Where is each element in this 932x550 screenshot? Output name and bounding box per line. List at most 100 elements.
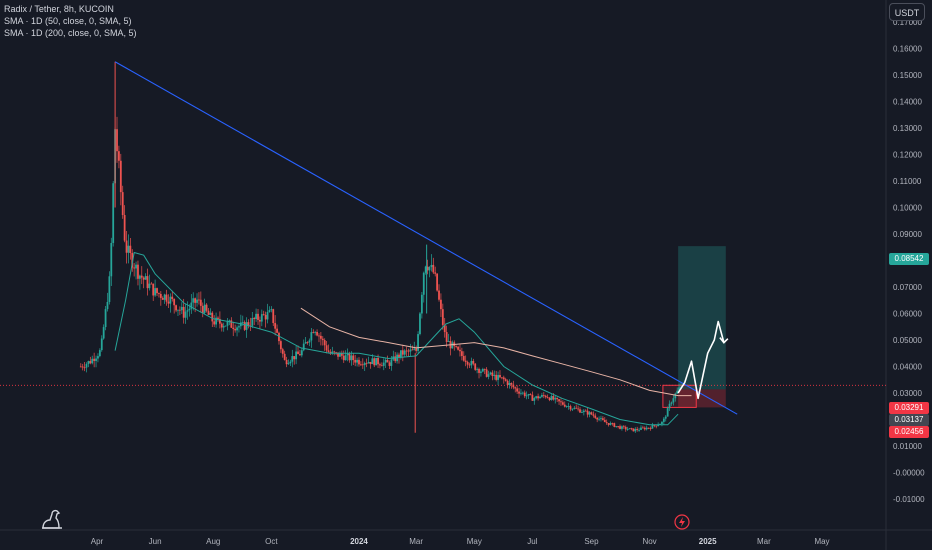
candle-body (129, 245, 132, 253)
candle-body (401, 350, 404, 355)
x-tick-label: 2025 (699, 537, 717, 546)
candle-body (478, 368, 480, 373)
candle-body (270, 309, 273, 311)
candle-body (137, 264, 139, 279)
candle-body (571, 408, 574, 410)
candle-body (154, 288, 157, 296)
candle-body (344, 355, 347, 361)
entry-high-price-tag: 0.03291 (889, 402, 929, 414)
currency-button[interactable]: USDT (889, 3, 925, 21)
candle-body (161, 297, 164, 300)
candle-body (116, 129, 118, 152)
candle-body (643, 427, 646, 430)
candle-body (184, 311, 187, 318)
candle-body (619, 426, 621, 429)
candle-body (234, 329, 237, 331)
candle-body (308, 340, 311, 343)
candle-body (245, 322, 248, 330)
candle-body (152, 283, 155, 296)
candle-body (135, 264, 137, 269)
x-tick-label: May (467, 537, 482, 546)
candle-body (613, 423, 616, 427)
candle-body (485, 369, 488, 377)
candle-body (140, 275, 143, 278)
candle-body (514, 387, 517, 389)
candle-body (617, 426, 620, 427)
candle-body (302, 343, 305, 351)
candle-body (213, 321, 216, 325)
candle-body (367, 362, 370, 364)
candle-body (432, 264, 435, 273)
x-tick-label: Oct (265, 537, 278, 546)
candle-body (377, 357, 379, 365)
y-tick-label: 0.01000 (893, 442, 922, 451)
candle-body (356, 359, 358, 363)
trendline (114, 61, 738, 415)
candle-body (499, 375, 501, 378)
y-tick-label: 0.11000 (893, 177, 922, 186)
candle-body (321, 338, 324, 341)
candle-body (283, 353, 286, 360)
candle-body (653, 425, 656, 426)
candle-body (520, 392, 522, 394)
candle-body (363, 363, 366, 366)
candle-body (215, 317, 217, 325)
candle-body (380, 365, 383, 367)
candle-body (337, 352, 339, 357)
candle-body (512, 384, 515, 388)
candle-body (548, 397, 551, 401)
candle-body (359, 364, 362, 366)
candle-body (211, 312, 214, 322)
candle-body (232, 327, 235, 330)
candle-body (104, 309, 107, 328)
candle-body (428, 266, 431, 271)
candle-body (533, 398, 536, 401)
candle-body (319, 335, 322, 339)
candle-body (409, 349, 412, 352)
candle-body (615, 426, 618, 427)
x-tick-label: 2024 (350, 537, 368, 546)
candle-body (590, 412, 593, 415)
candle-body (312, 332, 315, 333)
candle-body (217, 317, 219, 319)
candle-body (586, 410, 589, 415)
candle-body (506, 380, 509, 386)
candle-body (230, 320, 233, 328)
legend-sma50: SMA · 1D (50, close, 0, SMA, 5) (4, 16, 132, 26)
candle-body (144, 276, 147, 280)
candle-body (531, 394, 534, 401)
candle-body (165, 294, 168, 302)
candle-body (241, 322, 244, 323)
candle-body (459, 349, 461, 352)
candle-body (299, 354, 301, 356)
candle-body (259, 319, 261, 322)
candle-body (598, 418, 600, 420)
candle-body (603, 419, 606, 423)
candle-body (621, 426, 623, 429)
candle-body (422, 272, 425, 295)
candle-body (318, 335, 320, 337)
candle-body (310, 332, 313, 341)
candle-body (407, 350, 410, 352)
candle-body (238, 326, 240, 328)
lightning-icon[interactable] (674, 514, 690, 530)
candle-body (306, 342, 309, 343)
candle-body (508, 383, 511, 386)
candle-body (173, 298, 176, 306)
candle-body (480, 371, 482, 373)
candle-body (239, 322, 242, 327)
tradingview-dino-icon[interactable] (40, 508, 66, 530)
chart-legend: Radix / Tether, 8h, KUCOIN SMA · 1D (50,… (4, 3, 137, 39)
candle-body (150, 283, 153, 285)
candle-body (577, 408, 580, 410)
candle-body (285, 359, 288, 365)
candle-body (81, 366, 84, 368)
candle-body (634, 428, 637, 432)
candle-body (565, 406, 568, 407)
candle-body (464, 360, 467, 362)
candle-body (346, 353, 349, 356)
candle-body (373, 358, 376, 366)
candle-body (468, 364, 471, 366)
